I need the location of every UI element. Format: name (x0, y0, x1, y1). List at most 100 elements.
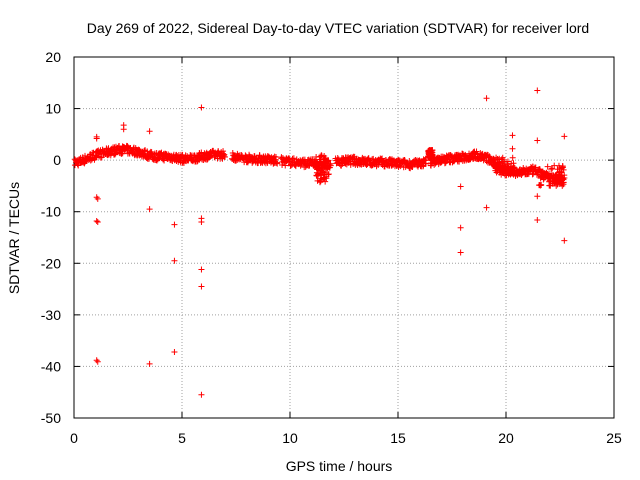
data-point (490, 162, 497, 169)
data-point (546, 178, 553, 185)
data-point (504, 169, 511, 176)
data-point (313, 153, 320, 160)
data-point (87, 157, 94, 164)
data-point (498, 171, 505, 178)
data-point (313, 165, 320, 172)
data-point (422, 157, 429, 164)
data-point (509, 145, 516, 152)
chart-title: Day 269 of 2022, Sidereal Day-to-day VTE… (87, 20, 589, 36)
data-point (539, 168, 546, 175)
data-point (93, 194, 100, 201)
data-point (537, 173, 544, 180)
y-tick-label: -10 (41, 204, 61, 220)
data-point (493, 154, 500, 161)
data-point (483, 204, 490, 211)
x-axis-label: GPS time / hours (286, 458, 393, 474)
data-point (509, 154, 516, 161)
data-point (560, 181, 567, 188)
data-point (505, 166, 512, 173)
data-point (510, 171, 517, 178)
x-tick-label: 15 (390, 430, 406, 446)
data-point (171, 221, 178, 228)
data-point (322, 173, 329, 180)
y-axis-label: SDTVAR / TECUs (6, 182, 22, 294)
data-point (221, 153, 228, 160)
data-point (93, 357, 100, 364)
data-point (289, 155, 296, 162)
data-point (534, 193, 541, 200)
data-point (118, 150, 125, 157)
data-point (561, 237, 568, 244)
data-point (198, 283, 205, 290)
grid-lines (74, 57, 614, 418)
data-point (146, 206, 153, 213)
data-point (504, 162, 511, 169)
x-tick-label: 25 (606, 430, 622, 446)
axis-ticks: 0 5 10 15 20 25 20 10 0 -10 -20 -30 -40 -50 (41, 49, 622, 446)
x-tick-label: 10 (282, 430, 298, 446)
data-point (503, 172, 510, 179)
data-points (71, 87, 568, 398)
data-point (320, 160, 327, 167)
y-tick-label: -20 (41, 255, 61, 271)
data-point (492, 165, 499, 172)
data-point (93, 135, 100, 142)
y-tick-label: 0 (53, 152, 61, 168)
data-point (317, 153, 324, 160)
data-point (290, 155, 297, 162)
data-point (282, 162, 289, 169)
data-point (171, 348, 178, 355)
data-point (327, 162, 334, 169)
data-point (93, 217, 100, 224)
data-point (558, 165, 565, 172)
data-point (457, 249, 464, 256)
data-point (509, 132, 516, 139)
data-point (457, 183, 464, 190)
data-point (549, 165, 556, 172)
data-point (323, 166, 330, 173)
y-tick-label: -40 (41, 358, 61, 374)
data-point (146, 128, 153, 135)
data-point (457, 224, 464, 231)
data-point (198, 104, 205, 111)
data-point (493, 169, 500, 176)
data-point (324, 165, 331, 172)
data-point (548, 166, 555, 173)
data-point (534, 171, 541, 178)
data-point (550, 175, 557, 182)
data-point (540, 174, 547, 181)
data-point (342, 160, 349, 167)
data-point (317, 169, 324, 176)
data-point (198, 219, 205, 226)
data-point (321, 156, 328, 163)
data-point (554, 181, 561, 188)
data-point (425, 148, 432, 155)
data-point (220, 148, 227, 155)
data-point (547, 182, 554, 189)
data-point (146, 360, 153, 367)
data-point (272, 153, 279, 160)
data-point (98, 154, 105, 161)
data-point (508, 160, 515, 167)
data-point (511, 168, 518, 175)
data-point (496, 159, 503, 166)
data-point (507, 170, 514, 177)
data-point (534, 87, 541, 94)
data-point (500, 168, 507, 175)
data-point (428, 153, 435, 160)
x-tick-label: 5 (178, 430, 186, 446)
data-point (220, 152, 227, 159)
data-point (486, 153, 493, 160)
data-point (111, 151, 118, 158)
plot-frame (73, 56, 615, 419)
data-point (198, 391, 205, 398)
data-point (94, 219, 101, 226)
data-point (534, 137, 541, 144)
y-tick-label: 10 (45, 101, 61, 117)
data-point (274, 160, 281, 167)
data-point (553, 171, 560, 178)
data-point (483, 95, 490, 102)
data-point (499, 162, 506, 169)
data-point (120, 126, 127, 133)
